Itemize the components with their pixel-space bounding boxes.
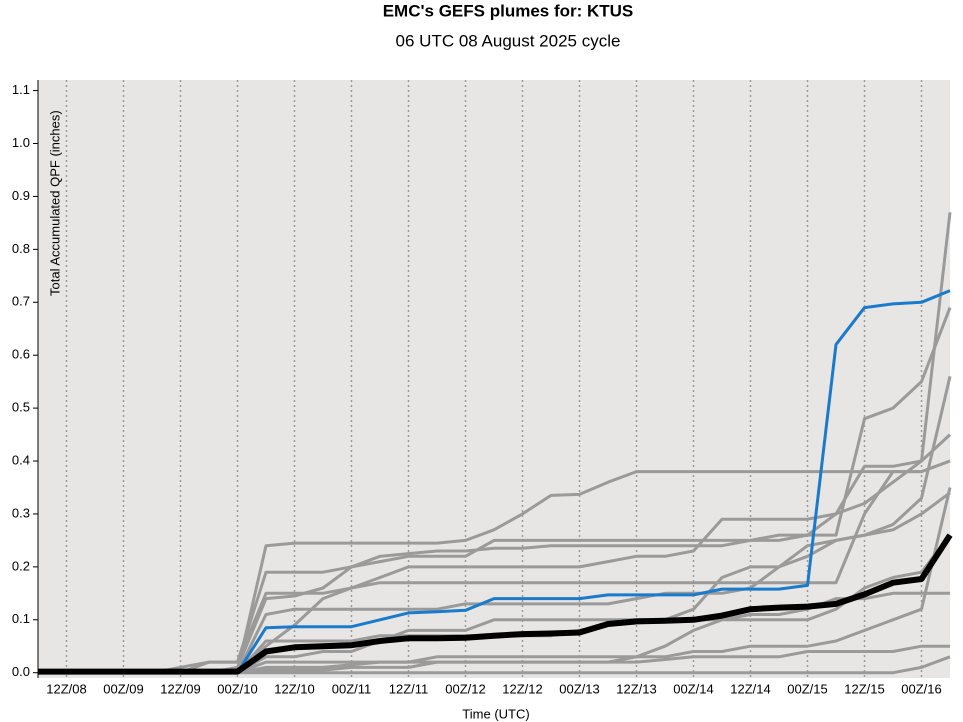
series-line	[38, 533, 953, 675]
x-tick-label: 12Z/12	[502, 681, 542, 696]
y-tick-label: 0.8	[12, 241, 30, 256]
x-tick-label: 00Z/11	[332, 681, 372, 696]
x-tick-label: 00Z/12	[445, 681, 485, 696]
x-tick-label: 00Z/13	[559, 681, 599, 696]
y-tick-label: 0.4	[12, 452, 30, 467]
x-tick-label: 12Z/14	[730, 681, 770, 696]
y-tick-label: 0.2	[12, 558, 30, 573]
x-tick-label: 12Z/09	[160, 681, 200, 696]
x-tick-label: 00Z/09	[103, 681, 143, 696]
x-tick-label: 00Z/10	[217, 681, 257, 696]
plot-area	[38, 80, 950, 678]
x-tick-label: 12Z/08	[46, 681, 86, 696]
y-tick-label: 0.5	[12, 400, 30, 415]
x-tick-label: 00Z/15	[787, 681, 827, 696]
y-tick-label: 1.1	[12, 82, 30, 97]
x-tick-label: 12Z/10	[274, 681, 314, 696]
x-tick-label: 00Z/16	[901, 681, 941, 696]
y-axis-label: Total Accumulated QPF (inches)	[47, 110, 62, 296]
y-tick-label: 0.7	[12, 294, 30, 309]
chart-subtitle: 06 UTC 08 August 2025 cycle	[396, 31, 621, 50]
x-tick-label: 12Z/11	[389, 681, 429, 696]
chart-title: EMC's GEFS plumes for: KTUS	[383, 1, 634, 20]
y-tick-label: 0.6	[12, 347, 30, 362]
x-tick-label: 12Z/13	[616, 681, 656, 696]
y-tick-label: 0.3	[12, 505, 30, 520]
x-tick-label: 00Z/14	[673, 681, 713, 696]
y-tick-label: 0.1	[12, 611, 30, 626]
series-line	[38, 459, 951, 675]
x-axis-label: Time (UTC)	[462, 706, 529, 721]
y-tick-label: 1.0	[12, 135, 30, 150]
y-tick-label: 0.0	[12, 664, 30, 679]
y-tick-label: 0.9	[12, 188, 30, 203]
x-tick-label: 12Z/15	[844, 681, 884, 696]
